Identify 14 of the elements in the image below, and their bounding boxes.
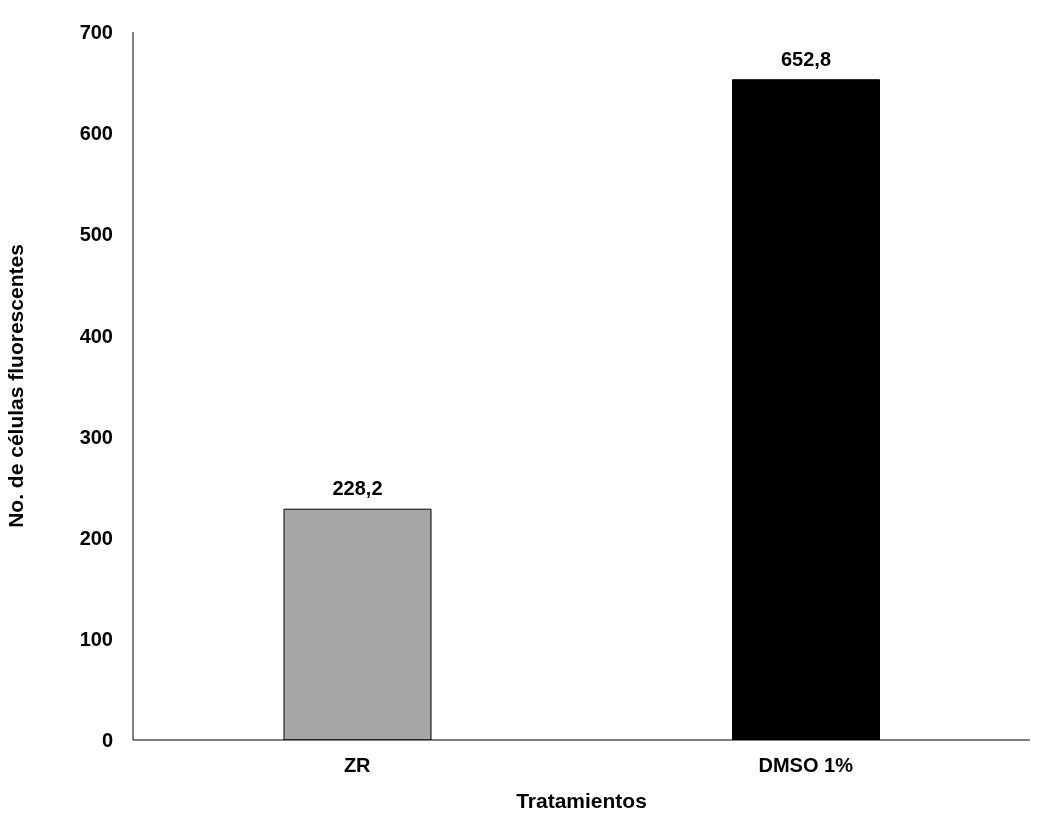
data-label: 652,8 [780,47,832,70]
y-tick-label: 100 [79,627,113,650]
y-axis-title: No. de células fluorescentes [4,244,28,528]
y-tick-label: 200 [79,526,113,549]
x-tick-label: ZR [343,754,372,777]
y-tick-label: 600 [79,122,113,145]
y-tick-label: 300 [79,425,113,448]
y-tick-label: 500 [79,223,113,246]
y-tick-label: 400 [79,324,113,347]
x-tick-label: DMSO 1% [758,754,854,777]
x-axis-title: Tratamientos [516,789,647,812]
y-tick-label: 0 [101,729,113,752]
data-label: 228,2 [332,477,383,500]
y-tick-label: 700 [79,21,113,44]
